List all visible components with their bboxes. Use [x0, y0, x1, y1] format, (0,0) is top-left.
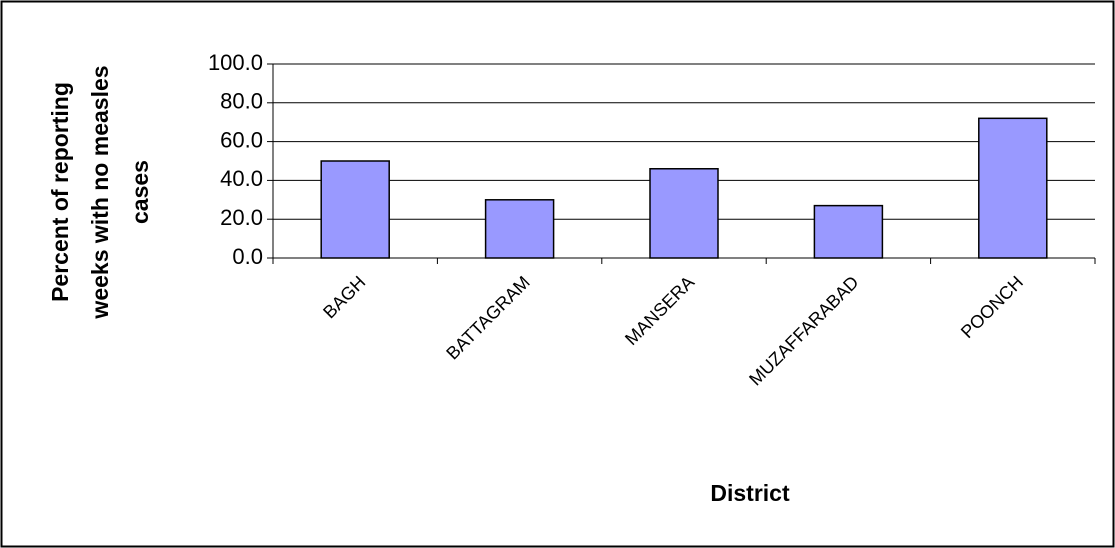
bar — [484, 199, 555, 259]
y-tick-label: 100.0 — [208, 50, 263, 75]
bar — [978, 117, 1048, 259]
y-tick-label: 60.0 — [220, 127, 263, 152]
bar — [320, 160, 390, 259]
y-tick-label: 20.0 — [220, 205, 263, 230]
bar — [649, 168, 719, 259]
x-axis-title: District — [710, 480, 790, 506]
y-axis-title: Percent of reporting — [47, 82, 73, 302]
y-axis-title: weeks with no measles — [87, 65, 113, 319]
y-axis-title: cases — [127, 160, 153, 224]
y-tick-label: 80.0 — [220, 89, 263, 114]
y-tick-label: 0.0 — [232, 244, 263, 269]
y-tick-label: 40.0 — [220, 166, 263, 191]
bar — [813, 204, 884, 259]
